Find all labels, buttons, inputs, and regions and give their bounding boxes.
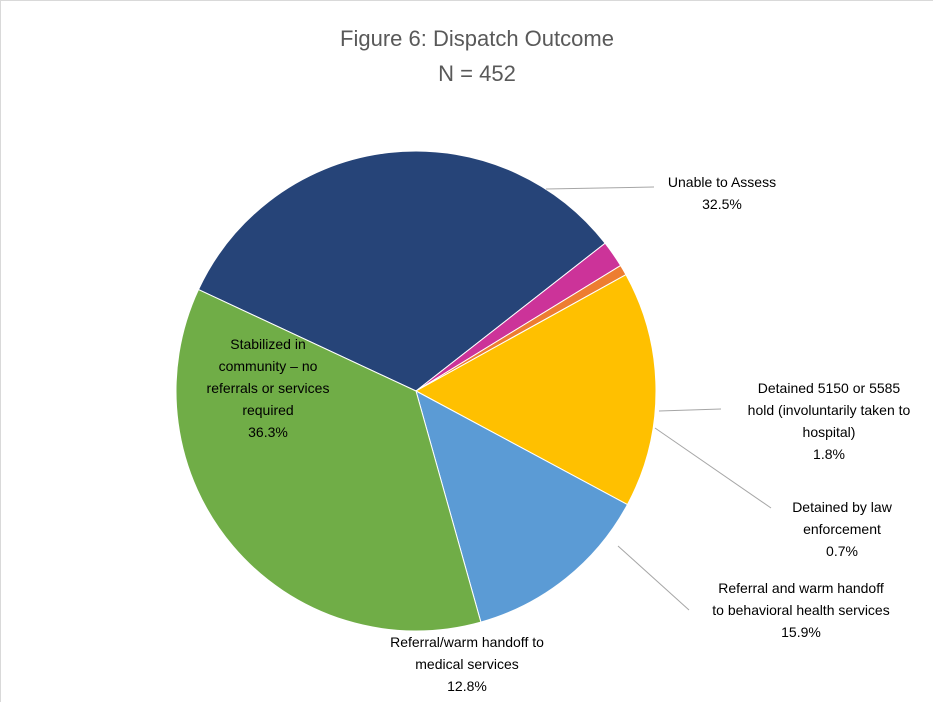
slice-label-stabilized: Stabilized in community – no referrals or … bbox=[207, 336, 330, 440]
pie-slice-medical bbox=[415, 390, 629, 623]
slice-category-label: community – no bbox=[219, 358, 318, 374]
slice-category-label: Referral and warm handoff bbox=[718, 580, 884, 596]
pie-slice-unable bbox=[197, 150, 606, 392]
slice-label-behavioral: Referral and warm handoff to behavioral h… bbox=[712, 580, 889, 640]
slice-labels: Unable to Assess 32.5% Detained 5150 or 55… bbox=[207, 174, 911, 694]
slice-label-unable: Unable to Assess 32.5% bbox=[668, 174, 776, 212]
slice-category-label: to behavioral health services bbox=[712, 602, 889, 618]
slice-value-label: 12.8% bbox=[447, 678, 487, 694]
slice-value-label: 15.9% bbox=[781, 624, 821, 640]
slice-category-label: Stabilized in bbox=[230, 336, 306, 352]
slice-category-label: Referral/warm handoff to bbox=[390, 634, 544, 650]
slice-category-label: Detained by law bbox=[792, 499, 893, 515]
pie-slice-stabilized bbox=[175, 288, 482, 632]
slice-category-label: Unable to Assess bbox=[668, 174, 776, 190]
leader-lines bbox=[545, 186, 772, 611]
slice-label-detained5150: Detained 5150 or 5585 hold (involuntarily… bbox=[748, 380, 911, 462]
pie-slices bbox=[175, 150, 657, 632]
slice-category-label: hospital) bbox=[803, 424, 856, 440]
slice-category-label: referrals or services bbox=[207, 380, 330, 396]
leader-line-unable bbox=[545, 186, 655, 190]
slice-label-medical: Referral/warm handoff to medical services… bbox=[390, 634, 544, 694]
slice-category-label: enforcement bbox=[803, 521, 881, 537]
slice-label-detainedlaw: Detained by law enforcement 0.7% bbox=[792, 499, 893, 559]
leader-line-behavioral bbox=[617, 545, 690, 611]
chart-title: Figure 6: Dispatch Outcome bbox=[340, 26, 614, 51]
leader-line-detained5150 bbox=[658, 408, 722, 412]
pie-slice-behavioral bbox=[414, 273, 657, 506]
slice-value-label: 36.3% bbox=[248, 424, 288, 440]
slice-value-label: 1.8% bbox=[813, 446, 845, 462]
leader-line-detainedlaw bbox=[654, 427, 772, 509]
chart-subtitle: N = 452 bbox=[438, 61, 516, 86]
slice-value-label: 32.5% bbox=[702, 196, 742, 212]
slice-value-label: 0.7% bbox=[826, 543, 858, 559]
slice-category-label: hold (involuntarily taken to bbox=[748, 402, 911, 418]
slice-category-label: medical services bbox=[415, 656, 518, 672]
slice-category-label: Detained 5150 or 5585 bbox=[758, 380, 901, 396]
slice-category-label: required bbox=[242, 402, 293, 418]
